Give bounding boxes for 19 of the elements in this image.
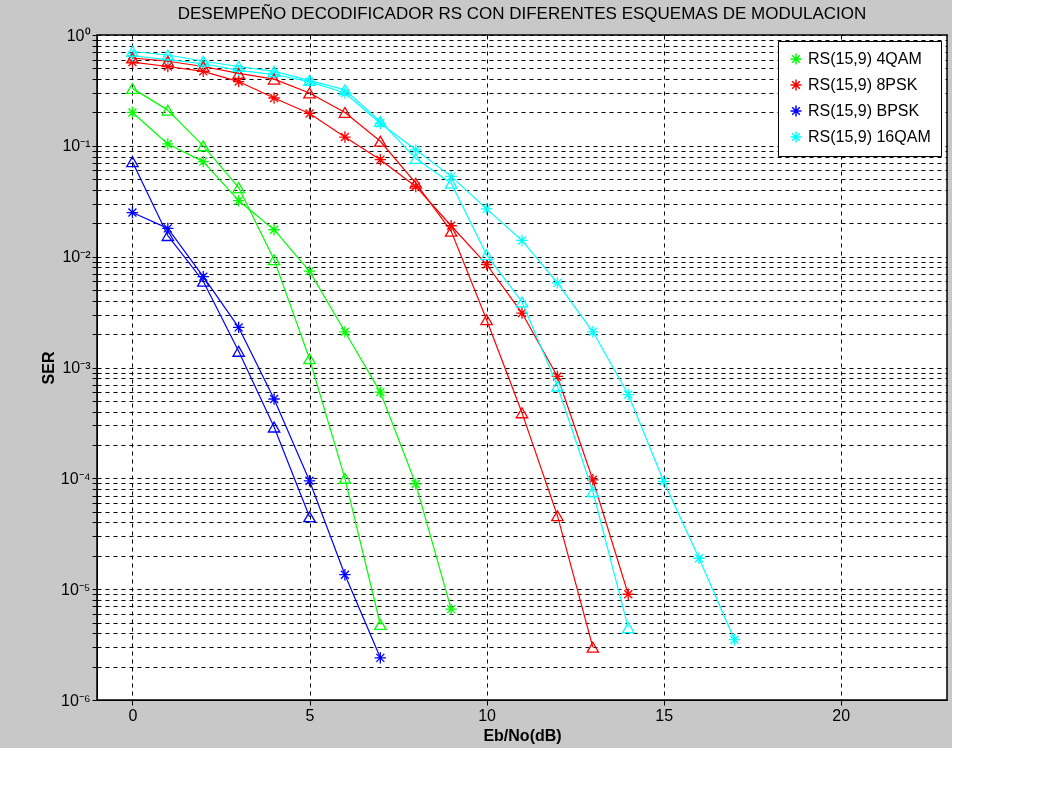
x-tick-label: 5: [305, 706, 315, 724]
y-tick-label: 10⁰: [66, 26, 91, 44]
legend-label: RS(15,9) BPSK: [808, 102, 920, 119]
y-tick-label: 10⁻¹: [62, 137, 91, 155]
y-tick-label: 10⁻⁴: [60, 469, 91, 487]
x-tick-label: 20: [832, 706, 851, 724]
legend-label: RS(15,9) 8PSK: [808, 76, 918, 93]
x-tick-label: 0: [128, 706, 138, 724]
y-axis-title: SER: [39, 351, 57, 385]
y-tick-label: 10⁻²: [62, 248, 92, 266]
chart-title: DESEMPEÑO DECODIFICADOR RS CON DIFERENTES ESQUEMAS DE MODULACION: [177, 4, 867, 23]
legend-label: RS(15,9) 4QAM: [808, 50, 922, 67]
x-tick-label: 15: [655, 706, 674, 724]
x-tick-label: 10: [478, 706, 497, 724]
y-tick-label: 10⁻³: [62, 359, 92, 376]
legend-label: RS(15,9) 16QAM: [808, 128, 931, 145]
y-tick-label: 10⁻⁵: [61, 580, 91, 598]
y-tick-label: 10⁻⁶: [61, 691, 91, 709]
x-axis-title: Eb/No(dB): [483, 726, 562, 744]
